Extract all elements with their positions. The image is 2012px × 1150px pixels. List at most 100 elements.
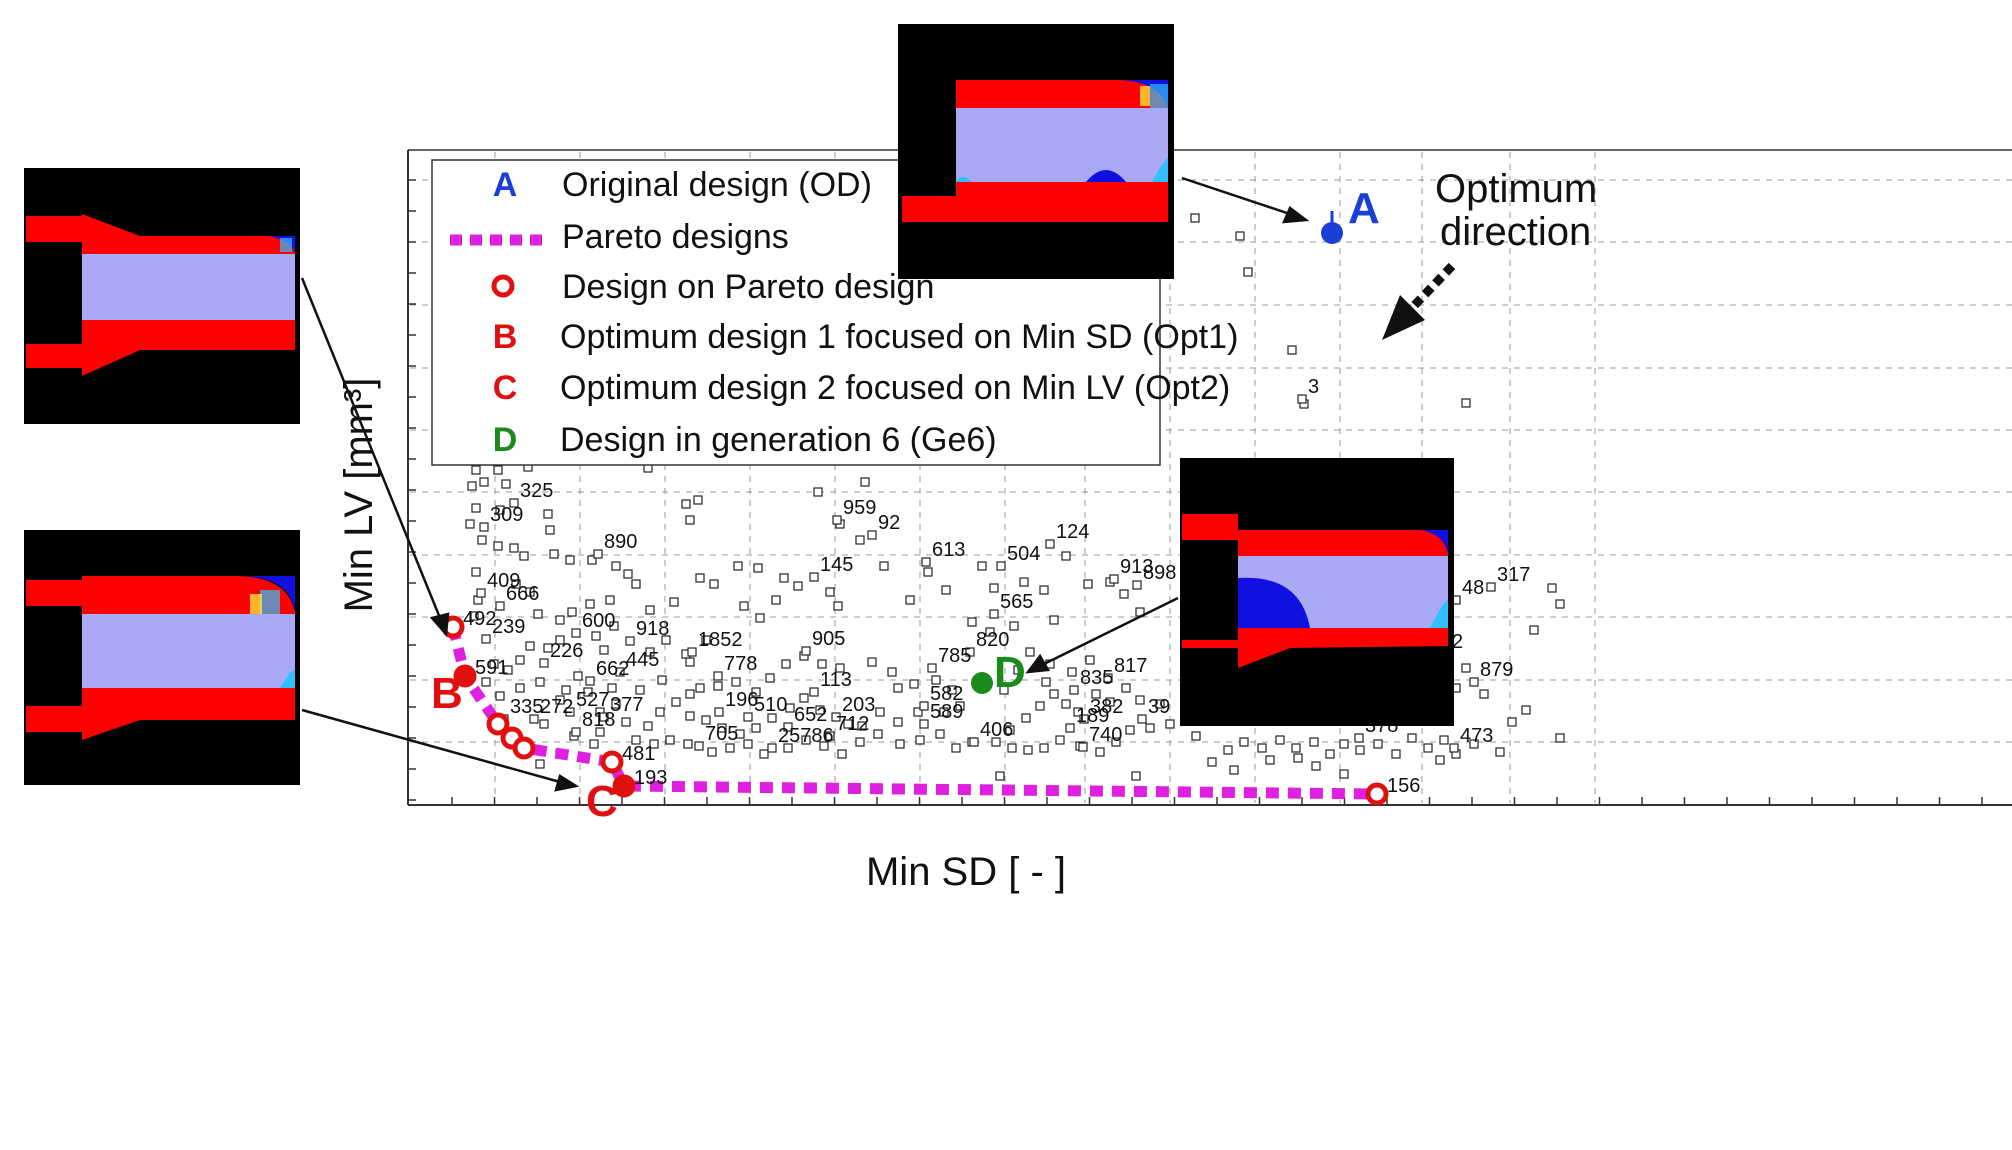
design-point	[1135, 695, 1145, 705]
design-point	[1085, 655, 1095, 665]
special-point-label-d: D	[994, 648, 1026, 697]
x-axis-label: Min SD [ - ]	[866, 850, 1066, 894]
design-point	[467, 481, 477, 491]
y-axis-label: Min LV [mm³]	[337, 378, 381, 613]
design-point	[683, 739, 693, 749]
design-point	[585, 599, 595, 609]
legend-symbol-d: D	[493, 421, 518, 459]
design-point	[989, 583, 999, 593]
design-point	[967, 617, 977, 627]
design-point	[591, 631, 601, 641]
design-point	[481, 677, 491, 687]
design-point	[832, 515, 842, 525]
design-point	[995, 771, 1005, 781]
design-point	[1309, 737, 1319, 747]
optimum-direction-arrow	[1382, 262, 1456, 340]
design-point	[503, 665, 513, 675]
design-id-label: 527	[576, 689, 609, 711]
design-point	[631, 579, 641, 589]
design-point	[685, 515, 695, 525]
design-point	[837, 749, 847, 759]
design-point	[753, 563, 763, 573]
design-point	[545, 525, 555, 535]
design-point	[825, 587, 835, 597]
pareto-design-marker	[1365, 782, 1389, 806]
design-point	[1023, 745, 1033, 755]
design-point	[1469, 739, 1479, 749]
design-point	[867, 530, 877, 540]
design-id-label: 382	[1090, 696, 1123, 718]
inset-left-top	[24, 168, 300, 424]
legend-symbol-b: B	[493, 318, 518, 356]
inset-left-bottom	[24, 530, 300, 785]
pareto-design-id-label: 156	[1387, 775, 1420, 797]
design-point	[1079, 714, 1089, 724]
design-point	[493, 541, 503, 551]
design-id-label: 879	[1480, 659, 1513, 681]
design-id-label: 335	[510, 696, 543, 718]
design-point	[561, 685, 571, 695]
design-id-label: 740	[1089, 724, 1122, 746]
design-point	[1021, 713, 1031, 723]
design-id-label: 898	[1143, 562, 1176, 584]
design-point	[857, 721, 867, 731]
design-point	[649, 739, 659, 749]
design-point	[621, 717, 631, 727]
design-id-label: 600	[582, 610, 615, 632]
design-point	[1287, 345, 1297, 355]
design-points	[465, 213, 1565, 781]
design-point	[735, 729, 745, 739]
design-point	[671, 697, 681, 707]
design-id-label: 785	[938, 645, 971, 667]
design-point	[1325, 749, 1335, 759]
design-point	[931, 675, 941, 685]
design-point	[1239, 737, 1249, 747]
design-point	[685, 689, 695, 699]
design-id-label: 705	[705, 723, 738, 745]
special-point-label-b: B	[431, 669, 463, 718]
design-point	[1479, 689, 1489, 699]
design-point	[495, 601, 505, 611]
design-point	[765, 673, 775, 683]
design-point	[1061, 551, 1071, 561]
design-point	[779, 573, 789, 583]
design-point	[565, 555, 575, 565]
design-id-label: 959	[843, 497, 876, 519]
design-point	[635, 685, 645, 695]
design-point	[1121, 683, 1131, 693]
design-point	[767, 713, 777, 723]
design-id-label: 905	[812, 628, 845, 650]
design-point	[695, 573, 705, 583]
design-point	[1407, 733, 1417, 743]
design-point	[1078, 742, 1088, 752]
design-point	[799, 693, 809, 703]
design-point	[1275, 735, 1285, 745]
design-point	[833, 601, 843, 611]
design-point	[755, 613, 765, 623]
design-point	[571, 727, 581, 737]
design-point	[1055, 735, 1065, 745]
design-id-label: 48	[1462, 577, 1484, 599]
design-point	[525, 641, 535, 651]
design-point	[860, 477, 870, 487]
design-point	[1486, 582, 1496, 592]
design-point	[751, 687, 761, 697]
design-point	[539, 719, 549, 729]
design-point	[1145, 723, 1155, 733]
design-point	[939, 707, 949, 717]
design-point	[1109, 574, 1119, 584]
design-point	[1391, 749, 1401, 759]
design-point	[567, 607, 577, 617]
design-point	[1069, 685, 1079, 695]
design-point	[996, 561, 1006, 571]
design-point	[921, 557, 931, 567]
legend-symbol-open-circle	[491, 274, 515, 298]
design-id-label: 92	[878, 512, 900, 534]
design-point	[1461, 663, 1471, 673]
special-point-label-c: C	[586, 777, 618, 826]
design-point	[1355, 745, 1365, 755]
design-point	[875, 707, 885, 717]
design-point	[509, 543, 519, 553]
legend-label-ge6: Design in generation 6 (Ge6)	[560, 421, 997, 459]
design-point	[893, 683, 903, 693]
